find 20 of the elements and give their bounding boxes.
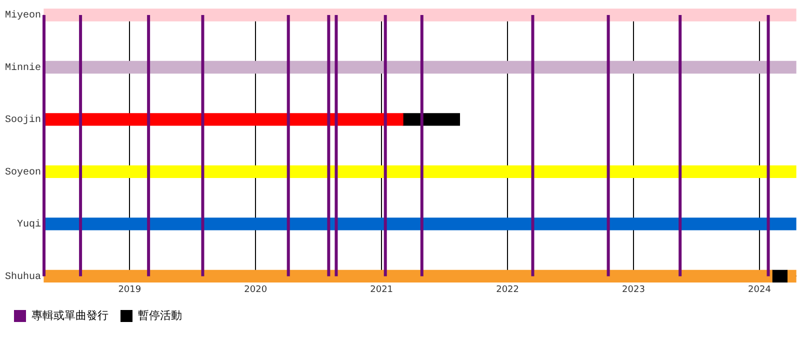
x-tick-label: 2024: [748, 284, 772, 295]
y-tick-label: Shuhua: [4, 270, 42, 283]
legend-label: 專輯或單曲發行: [32, 308, 108, 322]
bar: [402, 113, 460, 126]
y-tick-label: Minnie: [4, 62, 42, 74]
x-tick-label: 2023: [622, 284, 645, 295]
x-tick-label: 2019: [118, 284, 142, 295]
bar: [44, 113, 404, 126]
x-tick-label: 2022: [496, 284, 519, 295]
x-tick-label: 2021: [370, 284, 394, 295]
y-tick-label: Miyeon: [4, 10, 42, 22]
legend-label: 暫停活動: [138, 308, 182, 322]
bar: [772, 270, 788, 283]
bar: [44, 8, 796, 22]
x-tick-label: 2020: [244, 284, 268, 295]
y-tick-label: Soojin: [4, 114, 42, 126]
bar: [786, 270, 796, 283]
bar: [44, 165, 796, 178]
y-tick-label: Soyeon: [4, 167, 42, 178]
y-tick-label: Yuqi: [16, 218, 42, 231]
